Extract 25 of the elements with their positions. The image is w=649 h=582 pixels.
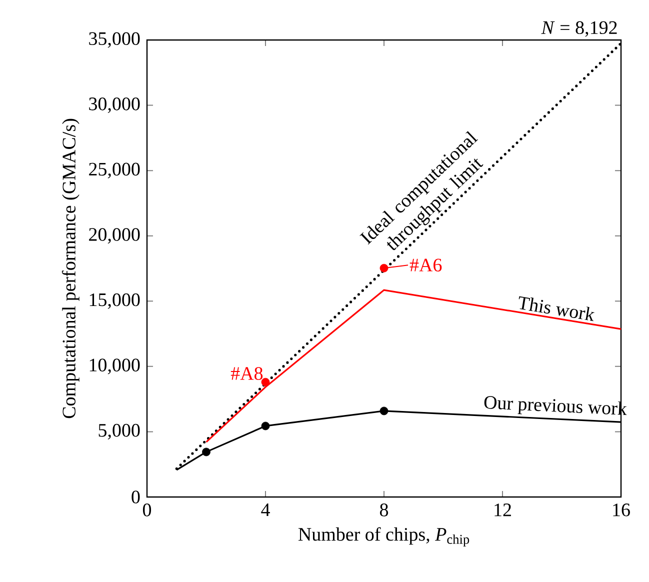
y-tick-label: 0 xyxy=(132,490,140,504)
y-axis-title: Computational performance (GMAC/s) xyxy=(62,118,80,418)
annotation: #A6 xyxy=(410,258,442,272)
point xyxy=(202,448,210,456)
x-tick-label: 8 xyxy=(380,504,388,516)
text: This work xyxy=(518,296,594,322)
x-axis-title: Number of chips, P$_{chip}$ xyxy=(298,527,470,547)
point xyxy=(380,406,388,416)
point xyxy=(261,422,270,430)
x-tick-label: 16 xyxy=(613,504,630,516)
text: N = 8,192 xyxy=(541,21,617,37)
y-tick-label: 10,000 xyxy=(90,358,140,374)
x-tick-label: 4 xyxy=(261,504,270,516)
x-tick-label: 0 xyxy=(142,504,152,516)
point xyxy=(261,378,270,386)
y-tick-label: 5,000 xyxy=(98,424,140,440)
y-tick-label: 35,000 xyxy=(89,32,140,48)
y-tick-label: 20,000 xyxy=(89,228,140,244)
series-label: Our previous work xyxy=(484,396,627,416)
y-tick-label: 25,000 xyxy=(89,162,140,178)
annotation: #A8 xyxy=(230,367,263,380)
x-tick-label: 12 xyxy=(494,504,511,516)
point xyxy=(380,264,388,272)
y-tick-label: 15,000 xyxy=(90,293,140,309)
y-tick-label: 30,000 xyxy=(89,97,140,114)
